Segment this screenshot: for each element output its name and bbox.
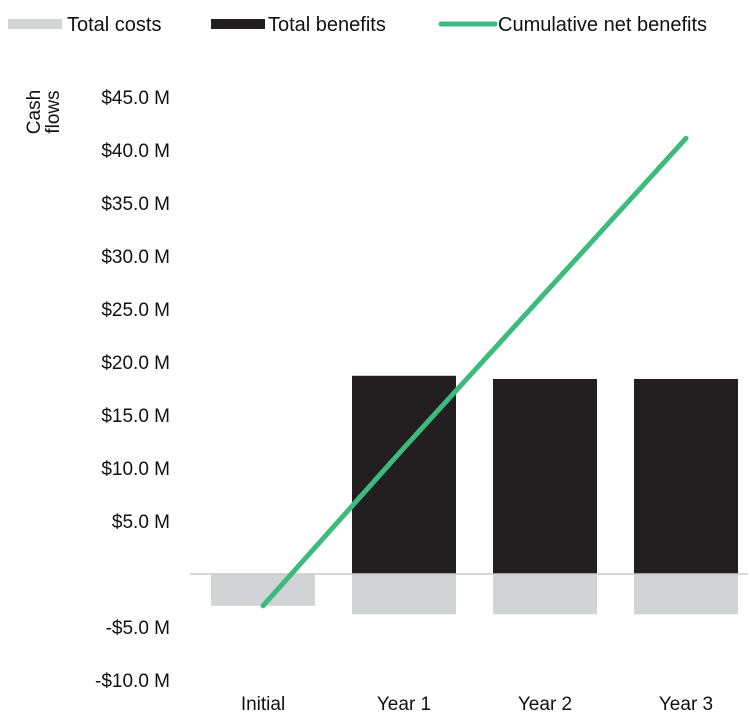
y-axis-title-line: Cash <box>24 90 45 134</box>
legend-swatch-total-benefits <box>211 19 265 29</box>
y-axis-title-line: flows <box>43 90 64 133</box>
total-costs-bar-year-3 <box>634 574 738 615</box>
net-benefits-line-layer <box>260 135 689 609</box>
total-costs-bar-year-1 <box>352 574 456 615</box>
y-tick-label: $10.0 M <box>101 459 170 480</box>
legend: Total costs Total benefits Cumulative net … <box>8 14 707 36</box>
legend-label-total-costs: Total costs <box>67 14 161 36</box>
bars <box>211 375 738 615</box>
y-tick-label: $5.0 M <box>112 512 170 533</box>
x-category-label: Year 1 <box>377 694 431 715</box>
y-axis-ticks: $45.0 M $40.0 M $35.0 M $30.0 M $25.0 M $20.0… <box>95 88 170 692</box>
x-category-label: Year 3 <box>659 694 713 715</box>
total-costs-bar-initial <box>211 574 315 606</box>
legend-label-cumulative-net-benefits: Cumulative net benefits <box>498 14 707 36</box>
y-tick-label: $40.0 M <box>101 141 170 162</box>
y-tick-label: $30.0 M <box>101 247 170 268</box>
x-axis-labels: Initial Year 1 Year 2 Year 3 <box>241 694 713 715</box>
y-tick-label: -$10.0 M <box>95 671 170 692</box>
y-tick-label: -$5.0 M <box>106 618 170 639</box>
y-tick-label: $35.0 M <box>101 194 170 215</box>
y-tick-label: $20.0 M <box>101 353 170 374</box>
total-costs-bar-year-2 <box>493 574 597 615</box>
x-category-label: Initial <box>241 694 285 715</box>
cumulative-net-benefits-line <box>260 135 689 609</box>
y-tick-label: $45.0 M <box>101 88 170 109</box>
total-benefits-bar-year-2 <box>493 378 597 574</box>
legend-swatch-total-costs <box>8 19 62 29</box>
legend-label-total-benefits: Total benefits <box>268 14 386 36</box>
y-tick-label: $25.0 M <box>101 300 170 321</box>
total-benefits-bar-year-3 <box>634 378 738 574</box>
x-category-label: Year 2 <box>518 694 572 715</box>
y-tick-label: $15.0 M <box>101 406 170 427</box>
